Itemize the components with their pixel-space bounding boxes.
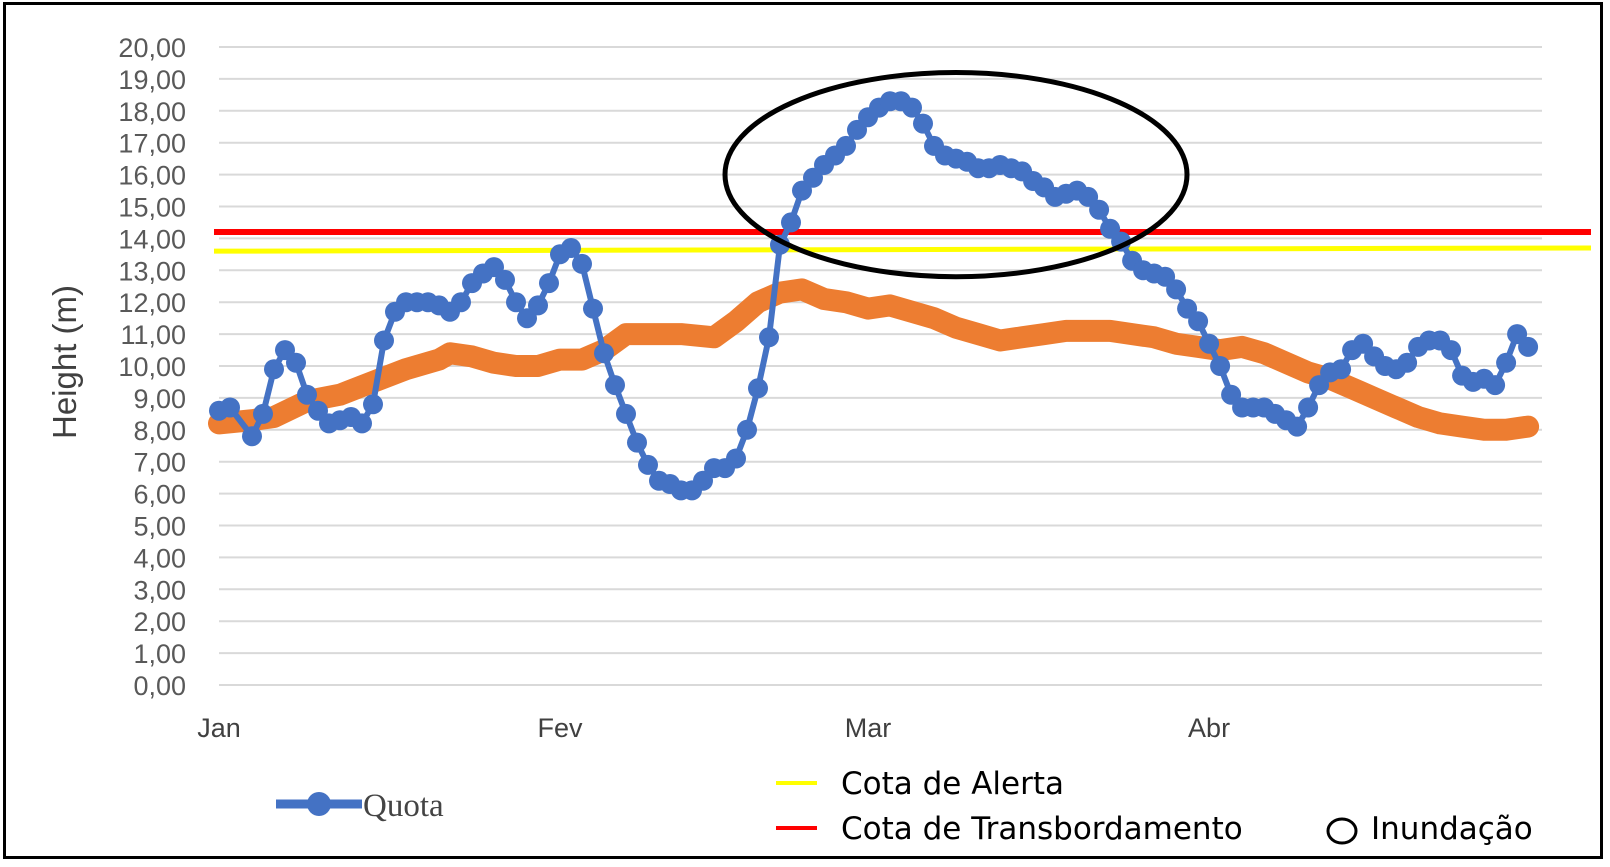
quota-point xyxy=(220,397,240,418)
quota-point xyxy=(781,212,801,233)
y-tick-labels: 0,001,002,003,004,005,006,007,008,009,00… xyxy=(118,33,186,701)
y-tick-label: 5,00 xyxy=(133,512,186,542)
quota-point xyxy=(638,454,658,475)
reference-lines xyxy=(213,229,1592,254)
quota-point xyxy=(374,330,394,351)
quota-point xyxy=(528,295,548,316)
quota-point xyxy=(352,413,372,434)
y-tick-label: 2,00 xyxy=(133,607,186,637)
quota-point xyxy=(297,384,317,405)
y-tick-label: 0,00 xyxy=(133,671,186,701)
x-tick-label: Abr xyxy=(1188,713,1230,743)
y-tick-label: 17,00 xyxy=(118,129,186,159)
y-tick-label: 4,00 xyxy=(133,543,186,573)
quota-point xyxy=(913,113,933,134)
quota-point xyxy=(264,359,284,380)
legend-item-transbordamento: Cota de Transbordamento xyxy=(776,811,1243,847)
chart-frame: 0,00 1,00 2,00 3,00 4,00 5,00 6,00 7,00 8,00 9,00… xyxy=(3,2,1603,859)
legend-label-quota: Quota xyxy=(363,788,444,824)
y-tick-label: 6,00 xyxy=(133,480,186,510)
series-lines xyxy=(208,91,1540,501)
quota-point xyxy=(1397,352,1418,373)
y-tick-label: 12,00 xyxy=(118,288,186,318)
flood-ellipse-annotation xyxy=(722,70,1190,280)
quota-point xyxy=(748,378,768,399)
y-tick-label: 16,00 xyxy=(118,161,186,191)
legend-item-quota: Quota xyxy=(276,788,444,824)
y-tick-label: 9,00 xyxy=(133,384,186,414)
legend-item-alerta: Cota de Alerta xyxy=(776,766,1064,802)
quota-point xyxy=(495,269,515,290)
quota-point xyxy=(1199,333,1220,354)
quota-point xyxy=(506,292,526,313)
quota-point xyxy=(1188,311,1209,332)
y-tick-label: 15,00 xyxy=(118,193,186,223)
quota-point xyxy=(1298,397,1319,418)
quota-point xyxy=(1441,340,1462,361)
legend-item-inundacao: Inundação xyxy=(1326,811,1533,847)
quota-point xyxy=(1089,199,1110,220)
x-tick-labels: Jan Fev Mar Abr xyxy=(197,713,1230,743)
quota-point xyxy=(583,298,603,319)
y-tick-label: 13,00 xyxy=(118,256,186,286)
legend-label-alerta: Cota de Alerta xyxy=(841,766,1064,802)
quota-point xyxy=(902,97,922,118)
quota-point xyxy=(1518,336,1539,357)
quota-point xyxy=(242,426,262,447)
legend-marker-quota xyxy=(307,792,331,816)
quota-point xyxy=(836,135,856,156)
quota-point xyxy=(539,273,559,294)
legend-swatch-inundacao xyxy=(1326,817,1358,845)
quota-point xyxy=(363,394,383,415)
y-tick-label: 19,00 xyxy=(118,65,186,95)
quota-point xyxy=(286,352,306,373)
quota-point xyxy=(1166,279,1187,300)
quota-point xyxy=(253,403,273,424)
y-tick-label: 20,00 xyxy=(118,33,186,63)
y-tick-label: 18,00 xyxy=(118,97,186,127)
alert-line xyxy=(213,245,1592,254)
quota-point xyxy=(572,253,592,274)
y-tick-label: 3,00 xyxy=(133,575,186,605)
legend: Quota Cota de Alerta Cota de Transbordam… xyxy=(276,766,1533,847)
y-tick-label: 11,00 xyxy=(120,320,186,350)
quota-point xyxy=(1287,416,1308,437)
quota-point xyxy=(451,292,471,313)
legend-label-inundacao: Inundação xyxy=(1371,811,1533,847)
quota-point xyxy=(594,343,614,364)
y-tick-label: 7,00 xyxy=(133,448,186,478)
quota-point xyxy=(726,448,746,469)
quota-point xyxy=(1210,356,1231,376)
quota-point xyxy=(616,403,636,424)
quota-point xyxy=(605,375,625,396)
y-tick-label: 1,00 xyxy=(133,639,186,669)
quota-point xyxy=(737,419,757,440)
quota-point xyxy=(1485,375,1506,396)
y-axis-label: Height (m) xyxy=(46,285,83,439)
quota-point xyxy=(1496,352,1517,373)
y-tick-label: 10,00 xyxy=(118,352,186,382)
x-tick-label: Fev xyxy=(538,713,584,743)
legend-label-transbordamento: Cota de Transbordamento xyxy=(841,811,1243,847)
quota-point xyxy=(561,238,581,258)
quota-point xyxy=(627,432,647,453)
y-tick-label: 8,00 xyxy=(133,416,186,446)
quota-point xyxy=(1331,359,1352,380)
x-tick-label: Jan xyxy=(197,713,241,743)
y-tick-label: 14,00 xyxy=(118,224,186,254)
line-chart: 0,001,002,003,004,005,006,007,008,009,00… xyxy=(46,33,1592,847)
quota-point xyxy=(759,327,779,348)
x-tick-label: Mar xyxy=(845,713,892,743)
